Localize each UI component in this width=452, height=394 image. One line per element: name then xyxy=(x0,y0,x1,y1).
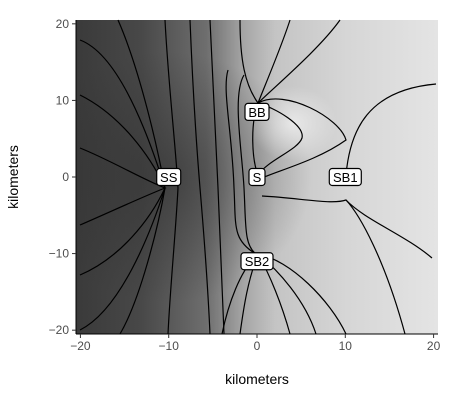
station-label-box xyxy=(240,252,274,271)
x-tick-label: 20 xyxy=(427,339,441,353)
contour-line xyxy=(209,19,225,335)
station-label-text: SB2 xyxy=(245,254,270,269)
y-tick-label: 0 xyxy=(62,170,69,184)
station-label-sb2: SB2 xyxy=(240,252,274,271)
contour-lines xyxy=(79,19,437,335)
station-label-bb: BB xyxy=(244,102,270,122)
x-axis-ticks: −20 −10 0 10 20 xyxy=(70,334,441,353)
contour-line xyxy=(261,195,406,335)
y-tick-label: −10 xyxy=(49,247,70,261)
x-tick-label: −10 xyxy=(159,339,180,353)
contour-line xyxy=(252,102,303,177)
station-label-text: SS xyxy=(160,170,178,185)
contour-line xyxy=(117,19,166,335)
station-label-text: BB xyxy=(248,105,265,120)
contour-line xyxy=(237,74,257,255)
contour-line xyxy=(345,199,433,259)
station-label-sb1: SB1 xyxy=(328,167,362,187)
x-tick-label: −20 xyxy=(70,339,91,353)
contour-line xyxy=(239,19,259,104)
x-axis-title: kilometers xyxy=(225,371,289,387)
y-axis-ticks: −20 −10 0 10 20 xyxy=(49,17,76,337)
station-label-text: S xyxy=(253,170,262,185)
contour-line xyxy=(257,19,291,104)
contour-line xyxy=(164,19,179,335)
contour-line xyxy=(225,69,257,255)
station-label-box xyxy=(328,167,362,187)
contour-line xyxy=(257,98,347,179)
station-label-box xyxy=(244,102,270,122)
station-label-text: SB1 xyxy=(333,170,358,185)
station-label-box xyxy=(248,167,266,187)
y-axis-title: kilometers xyxy=(5,145,21,209)
y-tick-label: 20 xyxy=(56,17,70,31)
contour-line xyxy=(189,19,211,335)
x-tick-label: 0 xyxy=(254,339,261,353)
station-label-ss: SS xyxy=(156,167,182,187)
station-label-s: S xyxy=(248,167,266,187)
y-tick-label: −20 xyxy=(49,323,70,337)
x-tick-label: 10 xyxy=(339,339,353,353)
station-label-box xyxy=(156,167,182,187)
axes: −20 −10 0 10 20 −20 −10 0 10 20 kilometers kilom… xyxy=(5,17,441,387)
y-tick-label: 10 xyxy=(56,93,70,107)
contour-line xyxy=(257,19,341,104)
contour-line xyxy=(345,83,437,176)
